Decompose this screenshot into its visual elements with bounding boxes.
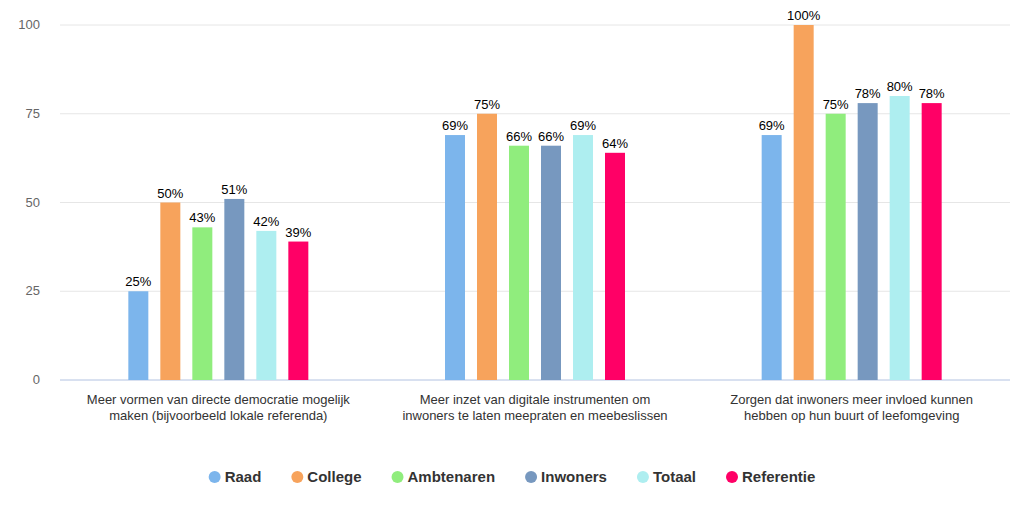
y-tick-label: 25 [26,283,40,298]
bar [794,25,814,380]
legend-marker [291,471,303,483]
legend-marker [525,471,537,483]
data-label: 69% [442,118,468,133]
data-labels: 25% 69% 69% 50% 75% 100% 43% 66% 75% 51% 66% 78% 42%… [125,8,945,289]
bar [858,103,878,380]
legend-marker [637,471,649,483]
legend-label: Totaal [653,468,696,485]
data-label: 69% [570,118,596,133]
y-tick-label: 100 [18,17,40,32]
bar [256,231,276,380]
x-tick-label-line: Meer inzet van digitale instrumenten om [420,392,651,407]
x-tick-label-line: maken (bijvoorbeeld lokale referenda) [109,408,327,423]
bar [922,103,942,380]
bar [605,153,625,380]
data-label: 80% [887,79,913,94]
bar [762,135,782,380]
data-label: 64% [602,136,628,151]
bar [477,114,497,380]
x-tick-label-line: Meer vormen van directe democratie mogel… [87,392,350,407]
data-label: 25% [125,274,151,289]
x-tick-label: Meer vormen van directe democratie mogel… [87,392,350,423]
x-tick-label: Zorgen dat inwoners meer invloed kunnenh… [730,392,973,423]
legend-label: Raad [225,468,262,485]
bar [541,146,561,380]
data-label: 78% [855,86,881,101]
legend-label: College [307,468,361,485]
x-tick-label-line: hebben op hun buurt of leefomgeving [744,408,959,423]
data-label: 50% [157,186,183,201]
data-label: 39% [285,225,311,240]
chart: 0 25 50 75 100 25% 69% 69% 50% 75% 100% 43% 66% 75% 51… [0,0,1024,512]
bar [509,146,529,380]
legend-marker [209,471,221,483]
legend-label: Ambtenaren [408,468,496,485]
bar [890,96,910,380]
bar [160,203,180,381]
grid-line [60,25,1010,26]
data-label: 43% [189,210,215,225]
legend: Raad College Ambtenaren Inwoners Totaal Refer… [209,468,816,485]
data-label: 75% [474,97,500,112]
bar [826,114,846,380]
bar [128,291,148,380]
y-tick-label: 50 [26,195,40,210]
legend-marker [726,471,738,483]
x-tick-label: Meer inzet van digitale instrumenten omi… [402,392,667,423]
data-label: 51% [221,182,247,197]
x-tick-label-line: Zorgen dat inwoners meer invloed kunnen [730,392,973,407]
bar [224,199,244,380]
bar [445,135,465,380]
data-label: 100% [787,8,821,23]
bar [288,242,308,380]
legend-label: Inwoners [541,468,607,485]
legend-marker [392,471,404,483]
data-label: 42% [253,214,279,229]
data-label: 78% [919,86,945,101]
y-tick-label: 75 [26,106,40,121]
y-tick-label: 0 [33,372,40,387]
bar [573,135,593,380]
x-tick-label-line: inwoners te laten meepraten en meebeslis… [402,408,667,423]
data-label: 69% [759,118,785,133]
legend-label: Referentie [742,468,815,485]
data-label: 66% [538,129,564,144]
data-label: 75% [823,97,849,112]
bars [128,25,941,380]
data-label: 66% [506,129,532,144]
bar [192,227,212,380]
